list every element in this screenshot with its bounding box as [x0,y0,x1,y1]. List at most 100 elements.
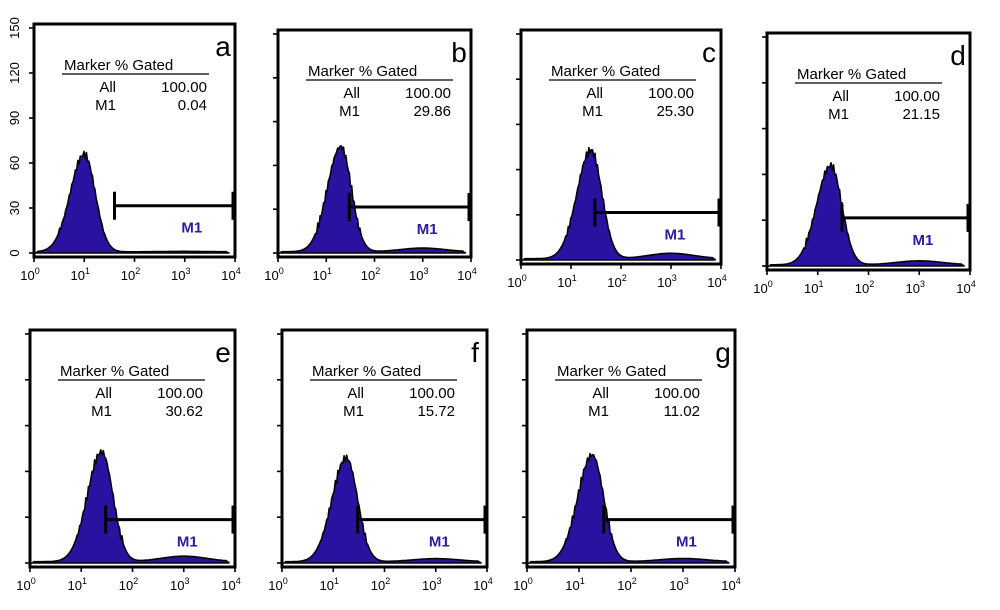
x-tick-label: 101 [68,576,87,593]
gate-label: M1 [676,534,697,551]
y-tick-label: 30 [7,201,22,215]
stats-value: 100.00 [654,385,700,402]
panel-letter: c [702,37,716,68]
x-tick-label: 103 [906,279,925,296]
x-tick-label: 101 [804,279,823,296]
x-tick-label: 104 [221,266,240,283]
x-tick-label: 100 [20,266,39,283]
stats-marker: All [586,85,603,102]
x-tick-label: 101 [320,576,339,593]
x-tick-label: 101 [557,273,576,290]
x-tick-label: 101 [71,266,90,283]
plot-frame [28,328,237,569]
stats-header: Marker % Gated [60,363,169,380]
panel-letter: g [715,337,731,368]
stats-value: 0.04 [178,97,207,114]
x-tick-label: 100 [513,576,532,593]
x-tick-label: 103 [171,266,190,283]
x-tick-label: 103 [409,266,428,283]
stats-value: 100.00 [161,79,207,96]
stats-value: 30.62 [165,403,203,420]
stats-marker: All [347,385,364,402]
gate-label: M1 [665,227,686,244]
stats-value: 11.02 [664,403,700,420]
stats-header: Marker % Gated [64,57,173,74]
x-tick-label: 104 [956,279,975,296]
x-tick-label: 103 [170,576,189,593]
histogram-area [33,150,230,254]
gate-label: M1 [417,221,438,238]
stats-value: 100.00 [157,385,203,402]
histogram-area [766,162,965,267]
stats-value: 100.00 [405,85,451,102]
histogram-area [277,145,466,254]
stats-value: 15.72 [417,403,455,420]
stats-value: 100.00 [648,85,694,102]
stats-value: 100.00 [409,385,455,402]
plot-frame [765,31,972,272]
stats-marker: All [95,385,112,402]
x-tick-label: 102 [617,576,636,593]
x-tick-label: 102 [361,266,380,283]
stats-header: Marker % Gated [312,363,421,380]
stats-header: Marker % Gated [797,66,906,83]
y-tick-label: 0 [7,249,22,256]
y-tick-label: 150 [7,17,22,39]
x-tick-label: 102 [119,576,138,593]
x-tick-label: 102 [371,576,390,593]
x-tick-label: 102 [855,279,874,296]
y-tick-label: 120 [7,62,22,84]
y-tick-label: 90 [7,111,22,125]
panel-letter: d [950,40,966,71]
stats-marker: All [99,79,116,96]
stats-header: Marker % Gated [308,63,417,80]
gate-label: M1 [913,232,934,249]
x-tick-label: 102 [121,266,140,283]
gate-label: M1 [429,534,450,551]
x-tick-label: 100 [264,266,283,283]
stats-marker: M1 [582,103,603,120]
stats-marker: M1 [95,97,116,114]
x-tick-label: 103 [657,273,676,290]
histogram-area [520,146,716,261]
x-tick-label: 101 [565,576,584,593]
stats-header: Marker % Gated [551,63,660,80]
stats-marker: M1 [339,103,360,120]
histogram-panel-e: 100 101 102 103 104 M1 e Marker % Gated All 100.0… [16,328,241,593]
stats-marker: All [592,385,609,402]
stats-value: 100.00 [894,88,940,105]
panel-letter: f [471,337,479,368]
gate-label: M1 [177,534,198,551]
plot-frame [280,328,489,569]
stats-marker: All [343,85,360,102]
stats-marker: M1 [343,403,364,420]
histogram-panel-c: 100 101 102 103 104 M1 c Marker % Gated All 100.0… [507,28,727,290]
stats-value: 21.15 [902,106,940,123]
histogram-panel-f: 100 101 102 103 104 M1 f Marker % Gated All 100.0… [268,328,493,593]
stats-value: 25.30 [656,103,694,120]
panel-letter: b [451,37,467,68]
x-tick-label: 104 [457,266,476,283]
panel-letter: e [215,337,231,368]
x-tick-label: 102 [607,273,626,290]
x-tick-label: 104 [221,576,240,593]
histogram-area [281,454,482,564]
x-tick-label: 100 [753,279,772,296]
x-tick-label: 103 [669,576,688,593]
histogram-panel-d: 100 101 102 103 104 M1 d Marker % Gated All 100.0… [753,31,976,296]
stats-marker: M1 [91,403,112,420]
gate-label: M1 [181,220,202,237]
x-tick-label: 101 [313,266,332,283]
histogram-area [526,452,730,564]
plot-frame [276,28,473,259]
histogram-area [29,449,230,564]
stats-marker: M1 [588,403,609,420]
stats-marker: All [832,88,849,105]
histogram-panel-a: 0 30 60 90 120 150 100 101 102 103 104 M1 a Marker % … [7,17,241,283]
x-tick-label: 100 [16,576,35,593]
x-tick-label: 100 [268,576,287,593]
x-tick-label: 100 [507,273,526,290]
x-tick-label: 103 [422,576,441,593]
panel-letter: a [215,31,231,62]
stats-marker: M1 [828,106,849,123]
